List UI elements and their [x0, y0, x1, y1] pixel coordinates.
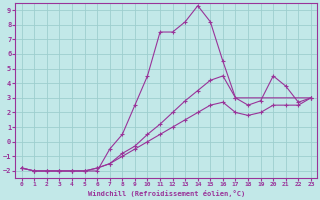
- X-axis label: Windchill (Refroidissement éolien,°C): Windchill (Refroidissement éolien,°C): [88, 190, 245, 197]
